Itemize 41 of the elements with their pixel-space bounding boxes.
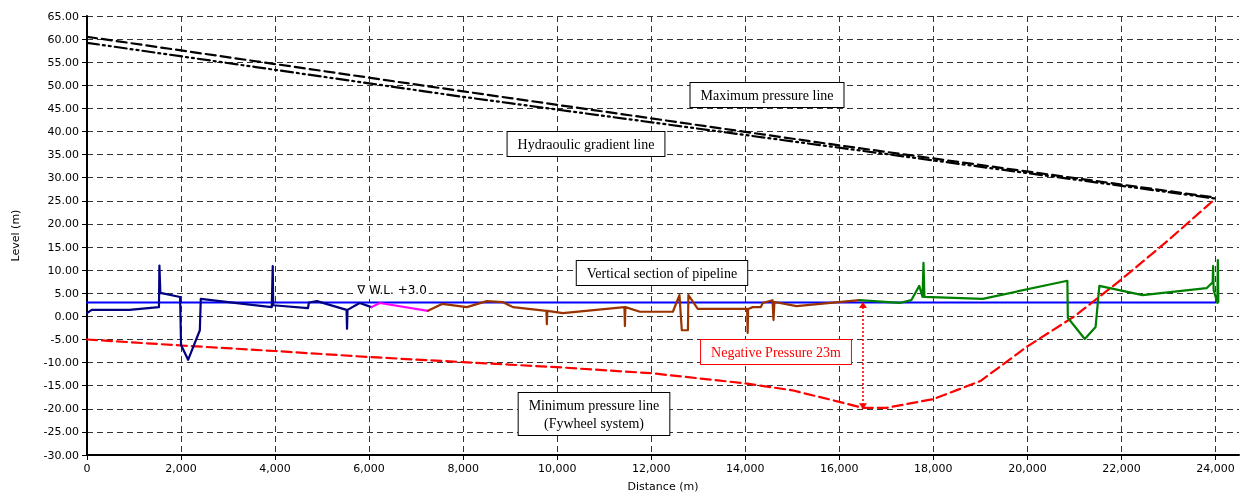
annotation: Negative Pressure 23m xyxy=(711,344,842,360)
annotation: Vertical section of pipeline xyxy=(586,265,738,281)
y-tick-label: 20.00 xyxy=(47,217,79,231)
y-tick-label: 45.00 xyxy=(47,101,79,115)
y-tick-label: -10.00 xyxy=(43,356,79,370)
y-tick-label: 5.00 xyxy=(54,286,79,300)
y-tick-label: -15.00 xyxy=(43,379,79,393)
annotation: Minimum pressure line (Fywheel system) xyxy=(528,397,660,432)
x-tick-label: 12,000 xyxy=(631,462,671,475)
annotation: ∇ W.L. +3.0 xyxy=(356,283,427,297)
x-axis-title: Distance (m) xyxy=(627,480,699,493)
x-tick-label: 2,000 xyxy=(165,462,197,475)
x-tick-label: 14,000 xyxy=(726,462,765,475)
y-tick-label: 0.00 xyxy=(54,309,79,323)
y-tick-label: 10.00 xyxy=(47,263,79,277)
y-tick-label: -20.00 xyxy=(43,402,79,416)
y-tick-label: 15.00 xyxy=(47,240,79,254)
y-tick-label: -5.00 xyxy=(50,332,79,346)
x-tick-label: 24,000 xyxy=(1196,462,1235,475)
y-tick-label: 60.00 xyxy=(47,32,79,46)
x-tick-label: 16,000 xyxy=(820,462,859,475)
x-tick-label: 18,000 xyxy=(914,462,953,475)
x-tick-label: 6,000 xyxy=(353,462,385,475)
y-tick-label: 40.00 xyxy=(47,125,79,139)
y-tick-label: 50.00 xyxy=(47,78,79,92)
x-tick-label: 8,000 xyxy=(447,462,479,475)
annotation: Maximum pressure line xyxy=(700,87,834,103)
x-tick-label: 0 xyxy=(83,462,91,475)
x-tick-label: 22,000 xyxy=(1102,462,1141,475)
x-tick-label: 4,000 xyxy=(259,462,291,475)
y-tick-label: 65.00 xyxy=(47,9,79,23)
y-tick-label: 25.00 xyxy=(47,194,79,208)
annotation: Hydraoulic gradient line xyxy=(517,136,655,152)
y-tick-label: 55.00 xyxy=(47,55,79,69)
y-tick-label: 30.00 xyxy=(47,171,79,185)
y-tick-label: 35.00 xyxy=(47,148,79,162)
y-axis-title: Level (m) xyxy=(9,209,22,262)
x-tick-label: 20,000 xyxy=(1008,462,1047,475)
y-tick-label: -25.00 xyxy=(43,425,79,439)
x-tick-label: 10,000 xyxy=(537,462,577,475)
y-tick-label: -30.00 xyxy=(43,448,79,462)
